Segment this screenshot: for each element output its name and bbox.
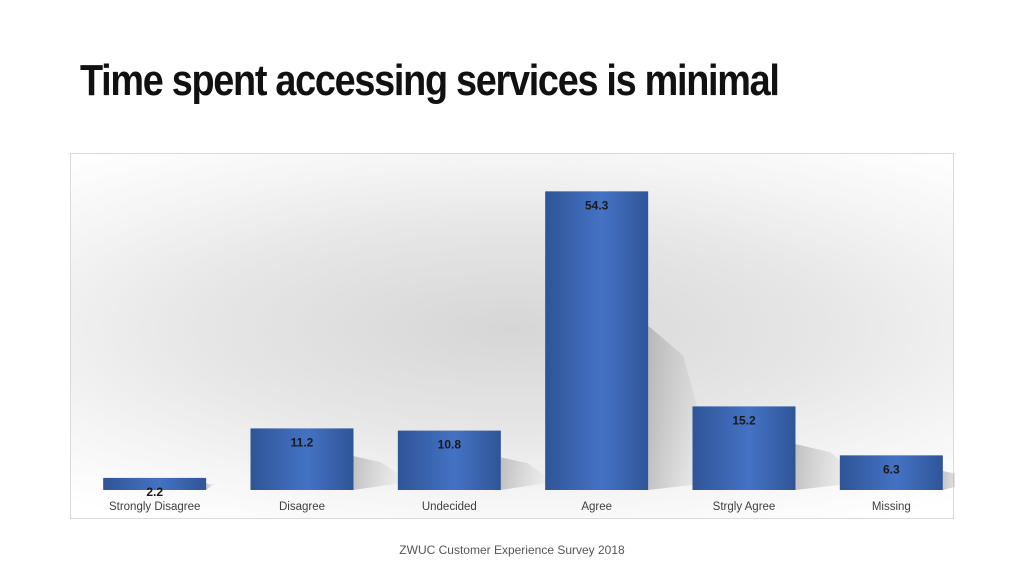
bar-disagree [250, 428, 354, 490]
data-label: 11.2 [291, 435, 314, 449]
bar-shadow [206, 482, 218, 490]
data-label: 15.2 [732, 413, 756, 427]
bar-shadow [353, 456, 409, 490]
slide-title: Time spent accessing services is minimal [80, 56, 780, 105]
x-tick-label: Agree [581, 501, 612, 513]
bar-strgly-agree [692, 406, 796, 490]
bar-shadow [500, 457, 555, 490]
x-tick-label: Missing [872, 501, 911, 513]
footer-source: ZWUC Customer Experience Survey 2018 [399, 543, 625, 557]
data-label: 10.8 [438, 438, 462, 452]
chart-area: 2.2 11.2 10.8 54.3 15.2 6.3 Strongly Disagree… [70, 153, 955, 519]
bar-strongly-disagree [103, 477, 207, 490]
x-tick-label: Strgly Agree [713, 501, 776, 513]
bar-missing [839, 455, 943, 490]
data-label: 54.3 [585, 198, 609, 212]
bar-undecided [397, 430, 501, 490]
bar-chart: 2.2 11.2 10.8 54.3 15.2 6.3 Strongly Disagree… [103, 191, 955, 513]
data-label: 2.2 [146, 485, 163, 499]
x-tick-label: Undecided [422, 501, 477, 513]
bar-shadow [942, 470, 955, 490]
data-label: 6.3 [883, 462, 900, 476]
x-tick-label: Strongly Disagree [109, 501, 200, 513]
x-tick-label: Disagree [279, 501, 325, 513]
bar-agree [545, 191, 649, 490]
